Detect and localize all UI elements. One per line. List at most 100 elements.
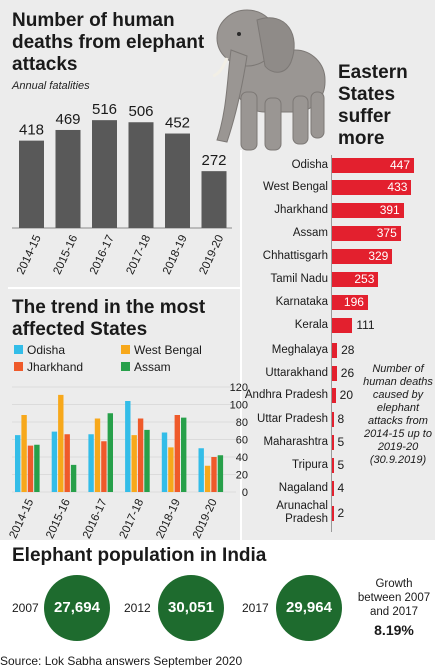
chart2-category-label: 2017-18 bbox=[118, 497, 147, 540]
chart3-bar bbox=[332, 203, 404, 218]
elephant-illustration bbox=[212, 9, 326, 151]
chart2-bar bbox=[21, 415, 27, 492]
population-year-2007: 2007 bbox=[12, 601, 39, 615]
trend-grouped-bar-chart: 0 20 40 60 80 100 120 2014-15 2015-16 2016-17 2017… bbox=[8, 382, 248, 540]
chart3-value-label: 111 bbox=[356, 318, 375, 332]
chart1-bar bbox=[165, 133, 190, 228]
state-deaths-bar-chart: Odisha 447 West Bengal 433 Jharkhand 391 Assam… bbox=[244, 155, 414, 532]
chart2-bar bbox=[174, 415, 180, 492]
chart3-bar bbox=[332, 343, 338, 358]
population-year-2012: 2012 bbox=[124, 601, 151, 615]
chart2-bar bbox=[198, 448, 204, 492]
top-panel bbox=[0, 0, 435, 540]
legend-swatch bbox=[14, 345, 23, 354]
elephant-ear bbox=[256, 17, 295, 73]
chart3-category-label: Karnataka bbox=[275, 296, 328, 308]
chart2-bar bbox=[168, 447, 174, 492]
chart3-category-label: Kerala bbox=[294, 319, 328, 331]
chart2-category-label: 2019-20 bbox=[191, 497, 220, 540]
chart3-bar bbox=[332, 412, 334, 427]
chart2-category-label: 2014-15 bbox=[8, 497, 37, 540]
deaths-bar-chart: 4182014-154692015-165162016-175062017-18… bbox=[12, 101, 232, 277]
divider bbox=[240, 150, 242, 540]
chart2-bar bbox=[88, 434, 94, 492]
chart2-bar bbox=[161, 432, 168, 492]
chart1-value-label: 418 bbox=[19, 122, 44, 139]
chart3-category-label: West Bengal bbox=[263, 181, 328, 193]
legend-label: Assam bbox=[134, 360, 171, 374]
population-year-2017: 2017 bbox=[242, 601, 269, 615]
chart2-category-label: 2015-16 bbox=[44, 497, 73, 540]
chart2-bar bbox=[58, 394, 64, 492]
chart2-bar bbox=[94, 418, 101, 492]
elephant-leg bbox=[310, 91, 325, 139]
chart1-bar bbox=[201, 171, 227, 228]
chart2-ytick-label: 0 bbox=[242, 487, 248, 499]
source-note: Source: Lok Sabha answers September 2020 bbox=[0, 654, 243, 668]
chart2-bar bbox=[125, 401, 131, 492]
chart1-value-label: 506 bbox=[128, 103, 153, 120]
chart2-ytick-label: 20 bbox=[236, 470, 248, 482]
chart2-bar bbox=[34, 444, 40, 492]
chart3-value-label: 253 bbox=[354, 272, 375, 286]
chart1-title: Number of human deaths from elephant att… bbox=[12, 10, 205, 75]
chart2-bar bbox=[27, 445, 34, 492]
chart3-value-label: 375 bbox=[376, 226, 397, 240]
elephant-leg bbox=[264, 97, 282, 151]
legend-swatch bbox=[121, 345, 130, 354]
chart2-bar bbox=[181, 417, 187, 492]
chart2-bar bbox=[107, 413, 113, 492]
population-title: Elephant population in India bbox=[12, 545, 267, 566]
chart2-ytick-label: 80 bbox=[236, 417, 248, 429]
chart3-title: Eastern States suffer more bbox=[338, 62, 408, 149]
chart1-value-label: 272 bbox=[201, 152, 226, 169]
divider bbox=[8, 287, 240, 289]
chart3-bar bbox=[332, 458, 334, 473]
chart3-category-label-line: Pradesh bbox=[285, 513, 328, 525]
growth-label: Growth between 2007 and 2017 bbox=[357, 578, 431, 618]
population-value-2012: 30,051 bbox=[158, 575, 224, 641]
chart3-category-label: Meghalaya bbox=[271, 344, 328, 356]
chart3-bar bbox=[332, 366, 337, 381]
chart3-value-label: 28 bbox=[341, 343, 355, 357]
chart2-bar bbox=[64, 434, 70, 492]
chart2-bar bbox=[131, 435, 137, 492]
chart3-value-label: 196 bbox=[343, 295, 364, 309]
chart3-axis bbox=[331, 155, 332, 532]
chart2-bar bbox=[70, 464, 77, 492]
population-value-2007: 27,694 bbox=[44, 575, 110, 641]
chart2-bar bbox=[211, 457, 217, 492]
chart2-bar bbox=[204, 465, 211, 492]
chart3-bar bbox=[332, 180, 412, 195]
chart2-bar bbox=[137, 418, 144, 492]
chart2-ytick-label: 120 bbox=[230, 382, 248, 394]
legend-swatch bbox=[121, 362, 130, 371]
chart3-value-label: 20 bbox=[339, 388, 354, 402]
chart2-ytick-label: 60 bbox=[236, 435, 248, 447]
chart3-category-label: Maharashtra bbox=[263, 436, 328, 448]
chart3-value-label: 26 bbox=[340, 366, 355, 380]
chart3-bar bbox=[332, 226, 401, 241]
chart3-value-label: 2 bbox=[337, 506, 345, 520]
chart3-bar bbox=[332, 318, 353, 333]
chart3-value-label: 433 bbox=[387, 180, 408, 194]
growth-value: 8.19% bbox=[374, 622, 414, 638]
chart3-value-label: 391 bbox=[379, 203, 400, 217]
chart3-category-label: Uttarakhand bbox=[265, 367, 328, 379]
chart2-bar bbox=[217, 455, 224, 492]
chart3-category-label: Andhra Pradesh bbox=[244, 389, 328, 401]
chart3-bar bbox=[332, 249, 393, 264]
chart2-bar bbox=[101, 441, 107, 492]
elephant-leg bbox=[240, 91, 258, 151]
chart3-annotation: Number of human deaths caused by elephan… bbox=[363, 363, 433, 466]
chart3-category-label-line: Arunachal bbox=[276, 500, 328, 512]
chart3-bar bbox=[332, 272, 379, 287]
chart3-category-label: Odisha bbox=[291, 159, 328, 171]
chart1-bar bbox=[19, 140, 44, 228]
chart1-bar bbox=[55, 129, 81, 228]
chart3-bar bbox=[332, 481, 334, 496]
chart1-bar bbox=[92, 120, 117, 228]
chart3-category-label: Chhattisgarh bbox=[262, 250, 328, 262]
chart3-category-label: Tamil Nadu bbox=[270, 273, 328, 285]
elephant-trunk bbox=[216, 49, 248, 143]
